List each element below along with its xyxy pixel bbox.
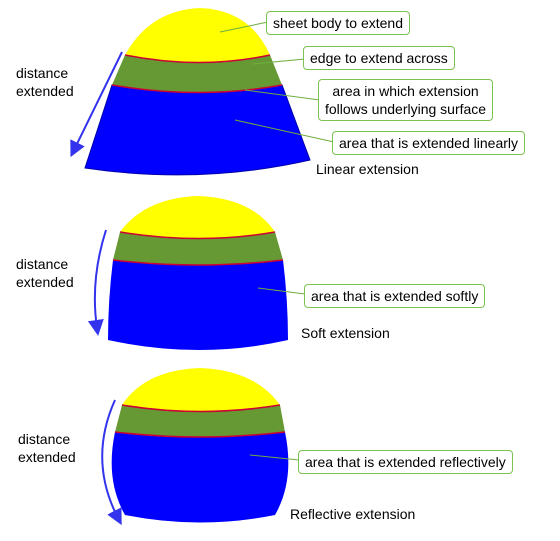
linear-distance-label: distance extended: [16, 64, 74, 100]
linear-extension-shape: [84, 8, 311, 176]
distance-label-line2: extended: [16, 83, 74, 99]
distance-label-line1: distance: [16, 65, 69, 81]
soft-extension-shape: [108, 196, 288, 350]
distance-label-line2: extended: [16, 274, 74, 290]
reflective-extended-area: [111, 432, 289, 523]
linear-follow-area: [112, 55, 282, 93]
callout-follow-line2: follows underlying surface: [325, 101, 487, 117]
callout-edge: edge to extend across: [303, 46, 455, 70]
callout-sheet-body: sheet body to extend: [266, 11, 410, 35]
caption-linear: Linear extension: [316, 161, 419, 177]
linear-edge-top: [124, 54, 271, 64]
callout-follow-line1: area in which extension: [332, 83, 479, 99]
soft-edge-bottom: [112, 259, 284, 266]
caption-soft: Soft extension: [301, 325, 390, 341]
soft-follow-area: [113, 232, 283, 265]
soft-extended-area: [108, 260, 288, 350]
reflective-sheet-body: [122, 368, 280, 412]
soft-distance-arrow: [87, 229, 107, 336]
linear-edge-bottom: [111, 84, 283, 94]
callout-extended-softly: area that is extended softly: [304, 284, 486, 308]
distance-label-line2: extended: [18, 449, 76, 465]
linear-extended-area: [84, 84, 311, 176]
soft-sheet-body: [120, 196, 275, 239]
reflective-edge-bottom: [114, 431, 286, 438]
linear-sheet-body: [125, 8, 270, 63]
reflective-distance-label: distance extended: [18, 430, 76, 466]
callout-extended-reflectively: area that is extended reflectively: [298, 450, 513, 474]
soft-distance-label: distance extended: [16, 255, 74, 291]
reflective-distance-arrow: [101, 399, 122, 526]
callout-extended-linearly: area that is extended linearly: [332, 131, 525, 155]
soft-edge-top: [119, 231, 276, 240]
reflective-leader-line: [249, 454, 300, 461]
distance-label-line1: distance: [16, 256, 69, 272]
linear-leader-lines: [219, 21, 335, 143]
distance-label-line1: distance: [18, 431, 71, 447]
reflective-follow-area: [115, 405, 285, 437]
reflective-edge-top: [121, 404, 281, 413]
linear-distance-arrow: [70, 51, 123, 158]
caption-reflective: Reflective extension: [290, 506, 416, 522]
soft-leader-line: [257, 287, 306, 295]
reflective-extension-shape: [111, 368, 289, 523]
callout-follow-surface: area in which extension follows underlyi…: [318, 79, 494, 121]
